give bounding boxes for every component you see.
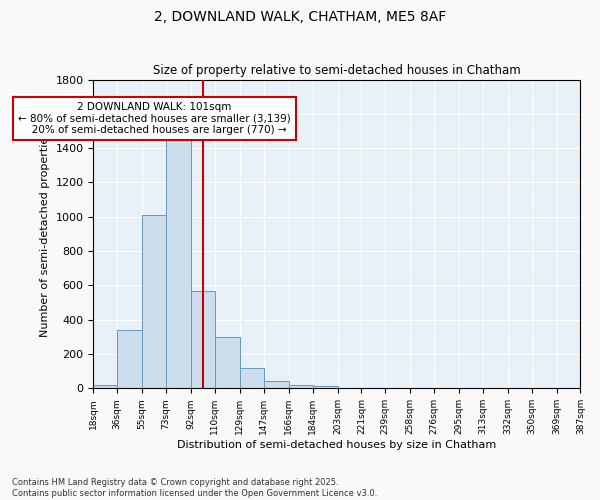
Bar — [240, 368, 263, 388]
Text: Contains HM Land Registry data © Crown copyright and database right 2025.
Contai: Contains HM Land Registry data © Crown c… — [12, 478, 377, 498]
Bar — [142, 215, 166, 388]
Bar — [289, 385, 313, 388]
Y-axis label: Number of semi-detached properties: Number of semi-detached properties — [40, 131, 50, 337]
Bar — [117, 330, 142, 388]
Title: Size of property relative to semi-detached houses in Chatham: Size of property relative to semi-detach… — [153, 64, 521, 77]
Text: 2, DOWNLAND WALK, CHATHAM, ME5 8AF: 2, DOWNLAND WALK, CHATHAM, ME5 8AF — [154, 10, 446, 24]
Bar — [94, 385, 117, 388]
Bar — [263, 380, 289, 388]
Bar — [215, 337, 240, 388]
Bar — [313, 386, 338, 388]
Bar — [191, 290, 215, 388]
X-axis label: Distribution of semi-detached houses by size in Chatham: Distribution of semi-detached houses by … — [178, 440, 497, 450]
Text: 2 DOWNLAND WALK: 101sqm
← 80% of semi-detached houses are smaller (3,139)
   20%: 2 DOWNLAND WALK: 101sqm ← 80% of semi-de… — [18, 102, 290, 135]
Bar — [166, 131, 191, 388]
